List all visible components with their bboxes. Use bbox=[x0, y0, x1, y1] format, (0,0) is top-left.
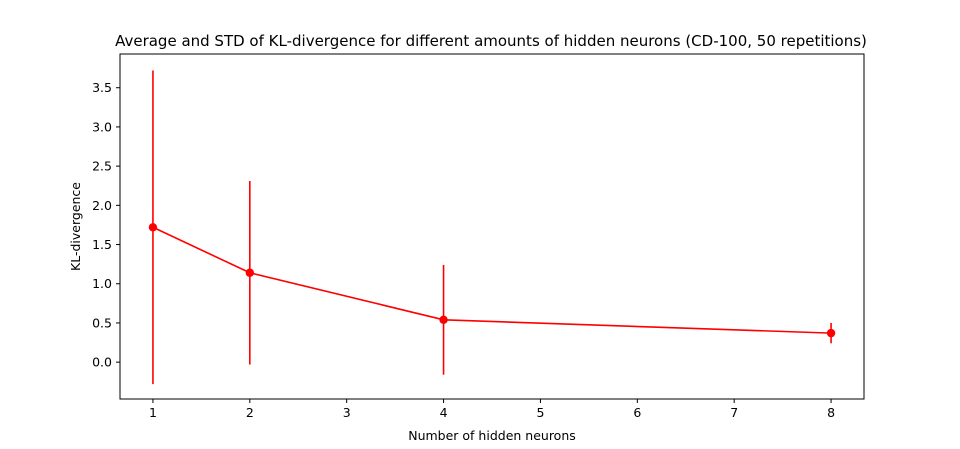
x-axis-label: Number of hidden neurons bbox=[408, 428, 576, 443]
x-tick-label: 5 bbox=[536, 405, 544, 420]
axes-frame bbox=[119, 53, 865, 400]
y-axis-label: KL-divergence bbox=[68, 182, 83, 271]
y-tick-label: 3.0 bbox=[92, 119, 112, 134]
x-axis: 1 2 3 4 5 6 7 8 bbox=[149, 399, 835, 420]
chart-title: Average and STD of KL-divergence for dif… bbox=[115, 32, 867, 50]
x-tick-label: 6 bbox=[633, 405, 641, 420]
y-tick-label: 1.5 bbox=[92, 237, 112, 252]
x-tick-label: 7 bbox=[730, 405, 738, 420]
x-tick-label: 1 bbox=[149, 405, 157, 420]
y-tick-label: 2.5 bbox=[92, 159, 112, 174]
x-tick-label: 8 bbox=[827, 405, 835, 420]
y-tick-label: 0.5 bbox=[92, 315, 112, 330]
x-tick-label: 4 bbox=[440, 405, 448, 420]
data-point bbox=[245, 268, 255, 277]
x-tick-label: 2 bbox=[246, 405, 254, 420]
y-axis: 0.0 0.5 1.0 1.5 2.0 2.5 3.0 3.5 bbox=[92, 80, 120, 370]
y-tick-label: 0.0 bbox=[92, 355, 112, 370]
series-line bbox=[152, 226, 832, 334]
data-point bbox=[439, 315, 448, 325]
x-tick-label: 3 bbox=[343, 405, 351, 420]
data-point bbox=[826, 328, 836, 338]
y-tick-label: 1.0 bbox=[92, 276, 112, 291]
y-tick-label: 3.5 bbox=[92, 80, 112, 95]
y-tick-label: 2.0 bbox=[92, 198, 112, 213]
data-point bbox=[148, 223, 158, 232]
plot-area bbox=[148, 70, 836, 385]
